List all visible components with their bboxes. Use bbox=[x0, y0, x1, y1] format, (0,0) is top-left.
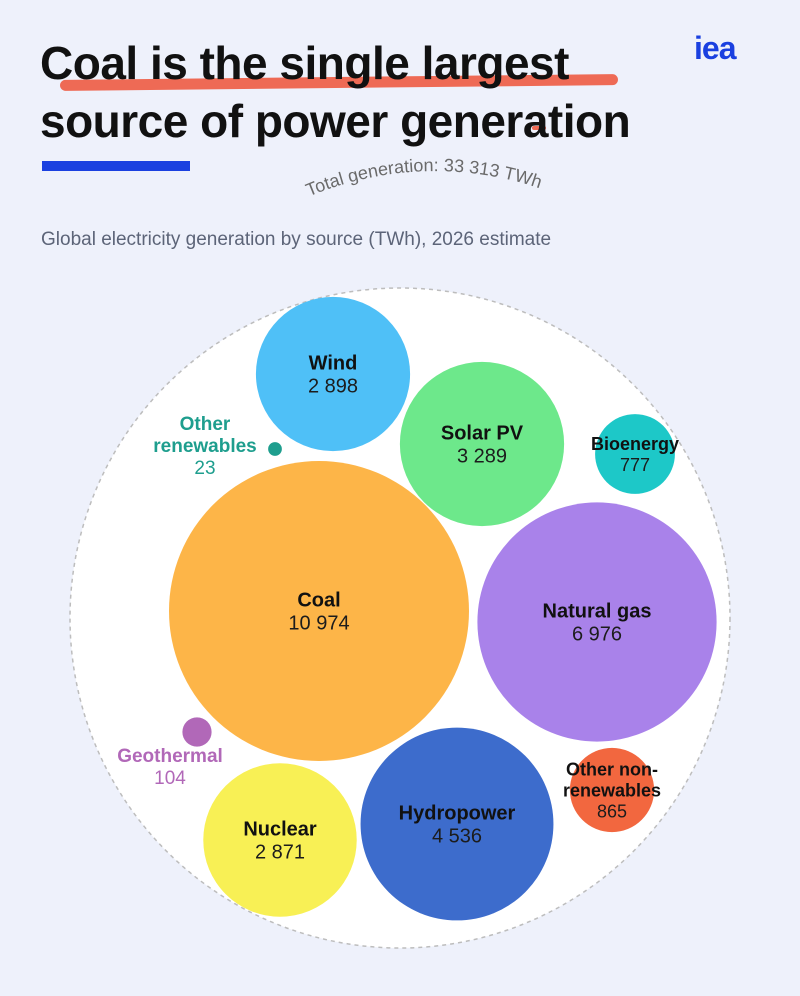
bubble-value-wind: 2 898 bbox=[308, 376, 358, 398]
bubble-value-bioenergy: 777 bbox=[620, 455, 650, 475]
bubble-value-geothermal: 104 bbox=[154, 768, 186, 789]
bubble-hydropower bbox=[360, 727, 554, 921]
iea-logo: iea bbox=[694, 30, 736, 66]
bubble-label-coal: Coal bbox=[297, 590, 340, 612]
title-line-2: source of power generation bbox=[40, 92, 680, 150]
bubble-solar-pv bbox=[399, 361, 565, 527]
bubble-value-nuclear: 2 871 bbox=[255, 842, 305, 864]
bubble-value-coal: 10 974 bbox=[288, 613, 349, 635]
bubble-natural-gas bbox=[477, 502, 717, 742]
title-text-2: source of power generation bbox=[40, 95, 631, 147]
bubble-bioenergy bbox=[595, 414, 675, 494]
bubble-geothermal bbox=[182, 717, 212, 747]
bubble-value-natural-gas: 6 976 bbox=[572, 624, 622, 646]
bubble-coal bbox=[169, 461, 469, 761]
total-generation-label: Total generation: 33 313 TWh bbox=[303, 155, 545, 200]
bubble-nuclear bbox=[203, 763, 357, 917]
bubble-label-nuclear: Nuclear bbox=[243, 819, 317, 841]
bubble-label-bioenergy: Bioenergy bbox=[591, 434, 679, 454]
bubble-label-other-non-renewables-2: renewables bbox=[563, 780, 661, 800]
bubble-value-other-non-renewables: 865 bbox=[597, 801, 627, 821]
bubble-label-natural-gas: Natural gas bbox=[543, 601, 652, 623]
bubble-value-other-renewables: 23 bbox=[194, 458, 215, 479]
bubble-value-hydropower: 4 536 bbox=[432, 826, 482, 848]
title-text-1: Coal is the single largest bbox=[40, 37, 569, 89]
chart-subtitle: Global electricity generation by source … bbox=[41, 229, 552, 250]
bubble-wind bbox=[255, 296, 411, 452]
title-line-1: Coal is the single largest bbox=[40, 34, 680, 92]
bubble-label-solar-pv: Solar PV bbox=[441, 423, 524, 445]
bubble-label-wind: Wind bbox=[309, 353, 358, 375]
bubble-label-geothermal: Geothermal bbox=[117, 746, 223, 767]
title-underline-rule bbox=[42, 161, 190, 171]
bubble-other-non-renewables bbox=[569, 747, 655, 833]
title-block: Coal is the single largest source of pow… bbox=[40, 34, 680, 150]
bubble-label-hydropower: Hydropower bbox=[399, 803, 516, 825]
bubble-value-solar-pv: 3 289 bbox=[457, 446, 507, 468]
bubble-label-other-renewables-1: Other bbox=[180, 414, 231, 435]
total-generation-label-path: Total generation: 33 313 TWh bbox=[303, 155, 545, 200]
bubble-label-other-renewables-2: renewables bbox=[153, 436, 257, 457]
bubble-other-renewables bbox=[268, 442, 282, 456]
title-highlight-accent bbox=[532, 126, 546, 130]
bubble-label-other-non-renewables-1: Other non- bbox=[566, 759, 658, 779]
